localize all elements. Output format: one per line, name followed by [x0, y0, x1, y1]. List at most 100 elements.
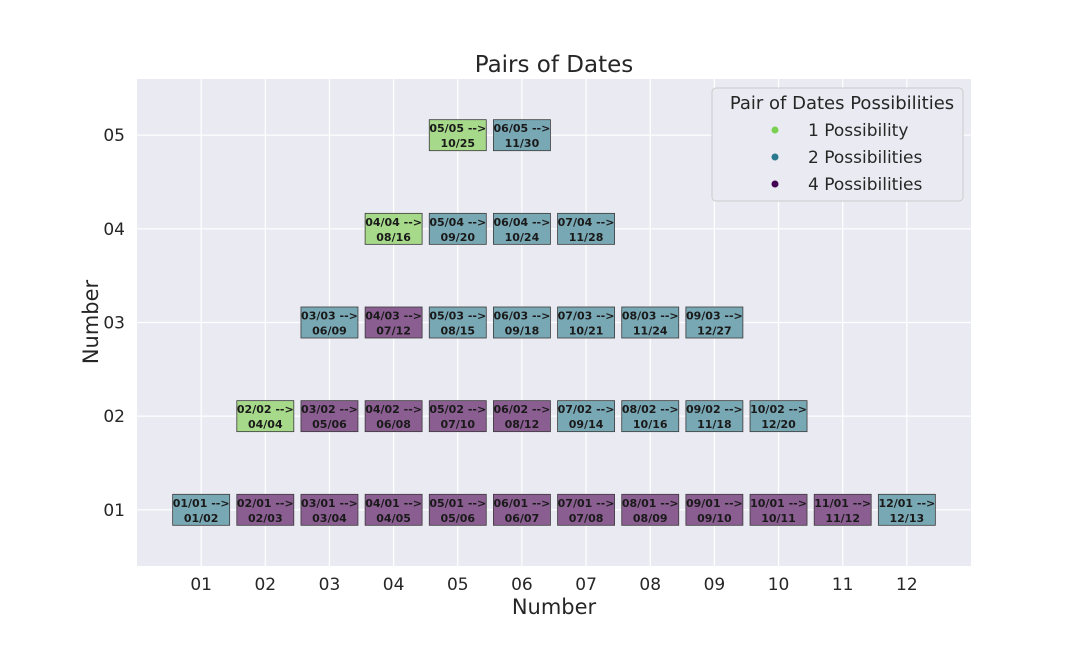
legend-entry: 4 Possibilities: [771, 175, 923, 195]
date-pair-start-label: 08/01 -->: [622, 497, 679, 510]
date-pair-end-label: 03/04: [312, 512, 347, 525]
date-pair-box: 05/02 --> 07/10: [428, 400, 487, 433]
date-pair-box-rect: [557, 400, 615, 433]
date-pair-box: 09/01 --> 09/10: [685, 493, 744, 526]
date-pair-box: 04/02 --> 06/08: [364, 400, 423, 433]
date-pair-box-rect: [621, 400, 680, 433]
date-pair-box-rect: [236, 493, 295, 526]
legend-marker: [771, 180, 779, 188]
date-pair-box: 05/05 --> 10/25: [428, 119, 487, 152]
legend-label: 1 Possibility: [808, 121, 908, 141]
date-pair-box-rect: [685, 306, 744, 339]
date-pair-box-rect: [749, 400, 808, 433]
date-pair-start-label: 08/03 -->: [622, 310, 679, 323]
date-pair-box: 03/01 --> 03/04: [300, 493, 359, 526]
date-pair-end-label: 04/05: [376, 512, 411, 525]
date-pair-box-rect: [813, 493, 872, 526]
date-pair-end-label: 09/10: [697, 512, 732, 525]
date-pair-box: 04/01 --> 04/05: [364, 493, 423, 526]
legend-title: Pair of Dates Possibilities: [730, 93, 954, 114]
date-pair-box-rect: [428, 119, 487, 152]
date-pair-start-label: 05/05 -->: [429, 122, 486, 135]
date-pair-start-label: 04/02 -->: [365, 403, 422, 416]
date-pair-end-label: 05/06: [440, 512, 475, 525]
date-pair-box: 04/04 --> 08/16: [364, 212, 423, 245]
date-pair-start-label: 06/05 -->: [494, 122, 551, 135]
date-pair-box-rect: [621, 493, 680, 526]
date-pair-box: 10/01 --> 10/11: [749, 493, 808, 526]
date-pair-end-label: 11/12: [825, 512, 860, 525]
date-pair-box: 06/02 --> 08/12: [493, 400, 551, 433]
legend-entry: 2 Possibilities: [771, 148, 923, 168]
date-pair-box-rect: [493, 400, 551, 433]
legend-label: 4 Possibilities: [808, 175, 923, 195]
date-pair-box: 09/03 --> 12/27: [685, 306, 744, 339]
date-pair-end-label: 10/24: [505, 231, 540, 244]
date-pair-start-label: 05/01 -->: [429, 497, 486, 510]
y-tick-label: 05: [103, 126, 125, 146]
date-pair-start-label: 05/02 -->: [429, 403, 486, 416]
x-tick-label: 06: [511, 575, 533, 595]
date-pair-end-label: 11/28: [569, 231, 604, 244]
date-pair-box: 08/01 --> 08/09: [621, 493, 680, 526]
date-pair-box-rect: [557, 493, 615, 526]
date-pair-start-label: 05/04 -->: [429, 216, 486, 229]
date-pair-box: 10/02 --> 12/20: [749, 400, 808, 433]
date-pair-end-label: 10/25: [440, 137, 475, 150]
date-pair-end-label: 09/18: [505, 325, 540, 338]
date-pair-box: 07/02 --> 09/14: [557, 400, 615, 433]
date-pair-end-label: 10/11: [761, 512, 796, 525]
legend-label: 2 Possibilities: [808, 148, 923, 168]
date-pair-start-label: 09/01 -->: [686, 497, 743, 510]
date-pair-start-label: 02/02 -->: [237, 403, 294, 416]
date-pair-end-label: 06/07: [505, 512, 540, 525]
date-pair-box-rect: [493, 119, 551, 152]
date-pair-box: 02/01 --> 02/03: [236, 493, 295, 526]
date-pair-start-label: 10/02 -->: [750, 403, 807, 416]
date-pair-start-label: 03/03 -->: [301, 310, 358, 323]
date-pair-start-label: 07/03 -->: [558, 310, 615, 323]
date-pair-box-rect: [428, 493, 487, 526]
date-pair-end-label: 01/02: [184, 512, 219, 525]
date-pair-start-label: 04/03 -->: [365, 310, 422, 323]
date-pair-end-label: 06/09: [312, 325, 347, 338]
legend-frame: [711, 87, 964, 202]
legend-entry: 1 Possibility: [771, 121, 908, 141]
date-pair-end-label: 12/13: [890, 512, 925, 525]
date-pair-box: 06/03 --> 09/18: [493, 306, 551, 339]
date-pair-box-rect: [428, 400, 487, 433]
date-pair-end-label: 05/06: [312, 418, 347, 431]
date-pair-end-label: 08/15: [440, 325, 475, 338]
date-pair-end-label: 08/16: [376, 231, 411, 244]
y-tick-label: 03: [103, 314, 125, 334]
date-pair-box: 08/03 --> 11/24: [621, 306, 680, 339]
date-pair-box-rect: [428, 212, 487, 245]
date-pair-box: 03/03 --> 06/09: [300, 306, 359, 339]
x-tick-label: 04: [383, 575, 405, 595]
date-pair-end-label: 11/30: [505, 137, 540, 150]
chart-title: Pairs of Dates: [475, 52, 634, 78]
date-pair-box-rect: [300, 400, 359, 433]
date-pair-start-label: 06/02 -->: [494, 403, 551, 416]
date-pair-start-label: 10/01 -->: [750, 497, 807, 510]
date-pair-box-rect: [493, 306, 551, 339]
date-pair-end-label: 11/24: [633, 325, 668, 338]
date-pair-end-label: 10/16: [633, 418, 668, 431]
x-tick-label: 07: [575, 575, 597, 595]
x-tick-label: 05: [447, 575, 469, 595]
date-pair-end-label: 12/20: [761, 418, 796, 431]
date-pair-box: 05/01 --> 05/06: [428, 493, 487, 526]
date-pair-box-rect: [364, 306, 423, 339]
date-pair-box-rect: [493, 212, 551, 245]
date-pair-box: 06/04 --> 10/24: [493, 212, 551, 245]
date-pair-end-label: 07/12: [376, 325, 411, 338]
date-pair-end-label: 02/03: [248, 512, 283, 525]
date-pair-start-label: 09/02 -->: [686, 403, 743, 416]
date-pair-start-label: 04/01 -->: [365, 497, 422, 510]
date-pair-start-label: 02/01 -->: [237, 497, 294, 510]
date-pair-start-label: 06/03 -->: [494, 310, 551, 323]
date-pair-start-label: 04/04 -->: [365, 216, 422, 229]
date-pair-box-rect: [749, 493, 808, 526]
